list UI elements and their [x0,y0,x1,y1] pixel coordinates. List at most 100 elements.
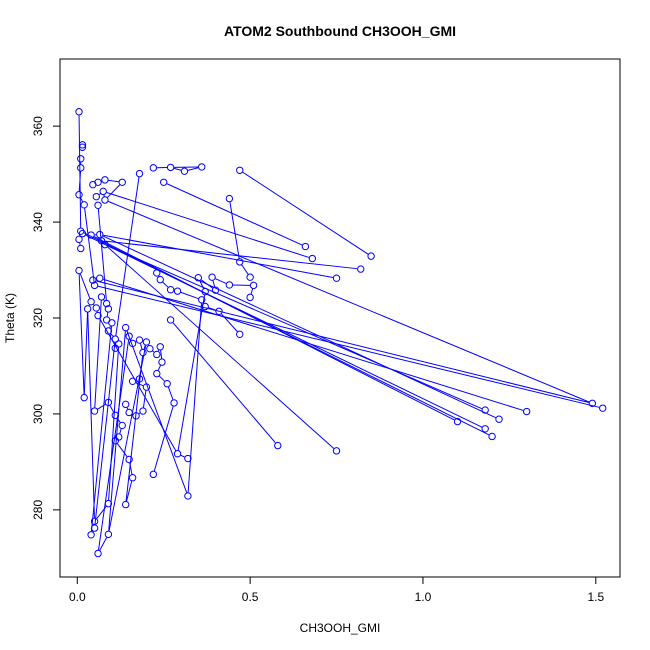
y-tick-label: 280 [31,500,45,520]
data-point [96,274,104,282]
data-point [92,304,100,312]
data-point [236,166,244,174]
series-line-segment [107,184,121,198]
series-line-segment [94,342,116,525]
y-tick-label: 300 [31,404,45,424]
series-line-segment [84,208,95,282]
series-line-segment [180,291,199,300]
series-line-segment [109,405,115,413]
x-tick-label: 1.0 [415,590,432,604]
data-point [153,369,161,378]
data-point [118,178,126,186]
series-line-segment [139,343,143,350]
data-point [104,398,113,407]
data-point [125,455,133,464]
data-point [160,178,168,186]
data-point [111,411,120,420]
series-line-segment [107,246,335,449]
series-line-segment [78,171,82,192]
series-line-segment [102,235,496,419]
series-line-segment [242,171,369,255]
series-line-segment [109,325,111,328]
data-point [599,404,607,412]
data-point [89,276,97,284]
data-point [488,432,496,441]
data-point [301,242,310,251]
series-line-segment [105,240,358,270]
series-line-segment [162,281,169,288]
data-point [274,441,282,450]
data-point [125,332,133,340]
series-line-segment [108,179,119,183]
data-point [75,191,83,199]
series-line-segment [143,345,146,350]
series-line-segment [106,312,109,317]
data-point [99,187,107,196]
data-point [139,348,147,357]
series-line-segment [229,202,240,259]
series-line-segment [103,299,105,302]
series-line-segment [117,443,128,457]
series-points [75,108,607,558]
data-point [149,164,158,172]
data-point [78,229,87,238]
data-point [90,407,99,415]
data-point [94,178,102,186]
series-line-segment [79,273,91,299]
data-point [128,377,137,386]
data-point [121,500,130,509]
series-line-segment [173,167,182,171]
data-point [166,316,175,324]
data-point [142,383,151,391]
data-point [453,417,462,426]
data-point [357,265,365,273]
data-point [246,273,254,281]
data-point [104,530,113,539]
series-line-segment [126,481,133,502]
series-line-segment [97,285,600,408]
data-point [215,307,223,315]
data-point [173,450,182,458]
series-line-segment [153,406,174,472]
series-line-segment [180,454,185,458]
series-line-segment [103,278,524,411]
data-point [128,474,137,482]
series-line-segment [108,347,120,501]
data-point [132,412,140,420]
series-line-segment [125,356,144,502]
data-point [108,319,116,327]
data-point [87,531,95,539]
series-line-segment [241,264,249,275]
data-point [78,141,87,149]
data-point [94,201,102,209]
data-point [481,406,489,414]
series-line-segment [78,274,85,395]
data-point [75,108,83,116]
data-point [184,454,192,463]
data-point [153,350,161,359]
data-point [158,358,166,366]
data-point [166,286,175,294]
data-point [111,437,120,445]
data-point [201,287,209,296]
data-point [156,343,164,351]
x-tick-label: 1.5 [587,590,604,604]
data-point [332,274,341,282]
series-line-segment [142,390,147,408]
data-point [101,240,109,249]
data-point [236,330,244,339]
series-line-segment [200,279,213,289]
data-point [94,311,102,320]
series-line-segment [167,386,174,400]
x-axis: 0.0 0.5 1.0 1.5 [69,577,604,604]
series-line-segment [126,330,188,493]
data-point [153,269,161,277]
series-line-segment [97,208,107,301]
series-line-segment [108,345,147,531]
data-point [135,375,144,383]
y-axis: 280 300 320 340 360 [31,116,60,520]
data-point [142,338,151,346]
data-point [77,244,85,253]
series-line-segment [221,313,238,332]
